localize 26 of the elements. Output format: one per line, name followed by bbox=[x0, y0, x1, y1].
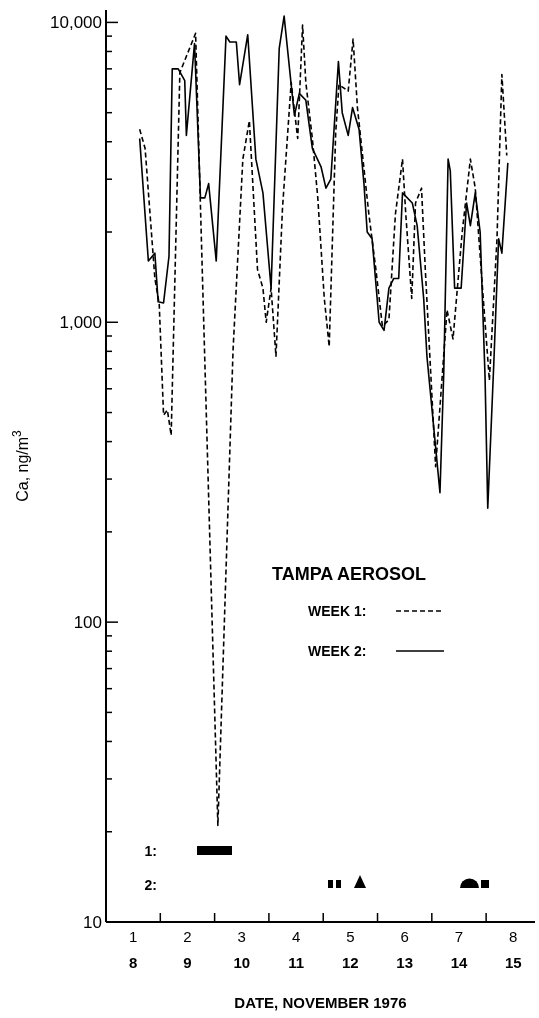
legend-label: WEEK 2: bbox=[308, 643, 367, 659]
x2-tick-label: 9 bbox=[183, 954, 192, 971]
legend-title: TAMPA AEROSOL bbox=[272, 564, 426, 584]
annotation: 1: bbox=[144, 843, 157, 859]
x-axis-title: DATE, NOVEMBER 1976 bbox=[234, 994, 407, 1011]
x2-tick-label: 14 bbox=[450, 954, 468, 971]
x-tick-label: 2 bbox=[183, 928, 192, 945]
x2-tick-label: 8 bbox=[128, 954, 138, 971]
x-tick-label: 7 bbox=[454, 928, 464, 945]
y-tick-label: 10 bbox=[83, 913, 102, 932]
x-tick-label: 3 bbox=[237, 928, 246, 945]
x-tick-label: 5 bbox=[346, 928, 355, 945]
legend-label: WEEK 1: bbox=[308, 603, 367, 619]
x2-tick-label: 12 bbox=[342, 954, 359, 971]
x2-tick-label: 15 bbox=[504, 954, 522, 971]
x-tick-label: 6 bbox=[400, 928, 409, 945]
y-tick-label: 1,000 bbox=[59, 313, 102, 333]
x-tick-label: 1 bbox=[128, 928, 138, 945]
x-tick-label: 8 bbox=[509, 928, 518, 945]
x2-tick-label: 13 bbox=[396, 954, 414, 971]
x2-tick-label: 11 bbox=[288, 954, 304, 971]
x-tick-label: 4 bbox=[291, 928, 301, 945]
y-tick-label: 100 bbox=[73, 613, 102, 633]
annotation: 2: bbox=[144, 877, 157, 893]
x2-tick-label: 10 bbox=[233, 954, 251, 971]
y-tick-label: 10,000 bbox=[50, 13, 102, 33]
